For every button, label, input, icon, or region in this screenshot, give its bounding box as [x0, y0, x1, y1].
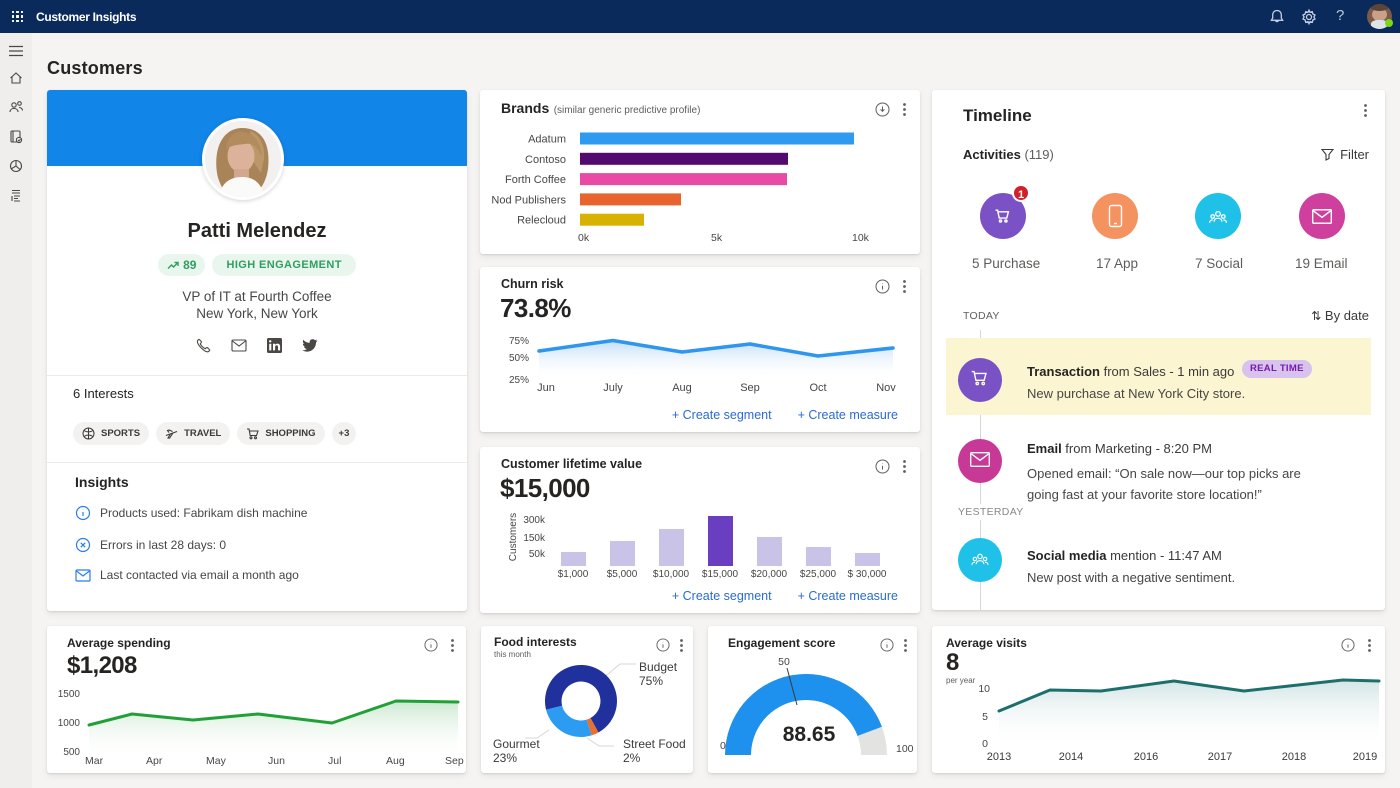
svg-text:Customers: Customers [508, 513, 519, 561]
svg-text:75%: 75% [509, 336, 529, 347]
svg-text:$20,000: $20,000 [751, 569, 788, 580]
svg-text:Adatum: Adatum [528, 134, 566, 146]
svg-text:Nod Publishers: Nod Publishers [491, 194, 566, 206]
svg-text:2013: 2013 [987, 751, 1011, 763]
svg-text:2018: 2018 [1282, 751, 1306, 763]
svg-text:Sep: Sep [740, 382, 760, 394]
svg-text:1500: 1500 [58, 689, 81, 700]
svg-text:2014: 2014 [1059, 751, 1083, 763]
svg-text:10: 10 [978, 683, 990, 695]
svg-text:$15,000: $15,000 [702, 569, 739, 580]
svg-text:Oct: Oct [809, 382, 826, 394]
svg-text:5: 5 [982, 711, 988, 723]
svg-text:Relecloud: Relecloud [517, 215, 566, 227]
svg-text:$1,000: $1,000 [558, 569, 589, 580]
svg-text:$ 30,000: $ 30,000 [848, 569, 887, 580]
svg-text:2017: 2017 [1208, 751, 1232, 763]
svg-text:Aug: Aug [672, 382, 692, 394]
svg-text:10k: 10k [852, 232, 870, 244]
svg-text:50: 50 [778, 656, 790, 668]
svg-text:0: 0 [720, 740, 726, 752]
svg-text:0: 0 [982, 738, 988, 750]
svg-text:88.65: 88.65 [783, 723, 836, 746]
svg-text:Jun: Jun [537, 382, 555, 394]
svg-text:$5,000: $5,000 [607, 569, 638, 580]
svg-text:150k: 150k [523, 533, 546, 544]
svg-text:2019: 2019 [1353, 751, 1377, 763]
svg-text:50k: 50k [529, 549, 546, 560]
svg-text:Nov: Nov [876, 382, 896, 394]
svg-text:2016: 2016 [1134, 751, 1158, 763]
svg-text:100: 100 [896, 743, 914, 755]
svg-text:Contoso: Contoso [525, 154, 566, 166]
svg-text:50%: 50% [509, 353, 529, 364]
svg-text:$25,000: $25,000 [800, 569, 837, 580]
svg-text:July: July [603, 382, 623, 394]
svg-text:25%: 25% [509, 375, 529, 386]
svg-text:0k: 0k [578, 232, 590, 244]
svg-text:1000: 1000 [58, 718, 81, 729]
svg-text:300k: 300k [523, 515, 546, 526]
svg-text:Forth Coffee: Forth Coffee [505, 174, 566, 186]
svg-text:$10,000: $10,000 [653, 569, 690, 580]
svg-text:500: 500 [63, 747, 80, 758]
svg-text:5k: 5k [711, 232, 723, 244]
